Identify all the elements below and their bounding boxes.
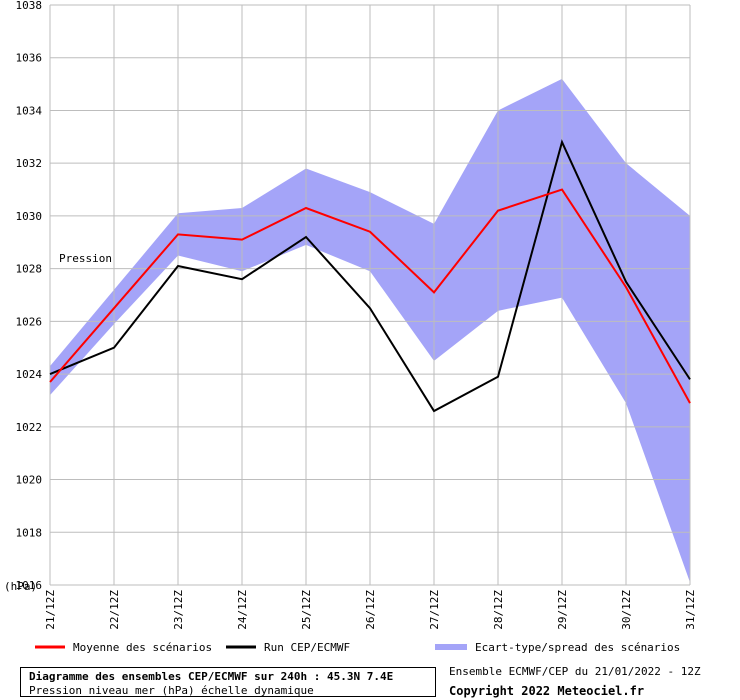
x-tick-label: 26/12Z <box>364 590 377 630</box>
x-tick-label: 22/12Z <box>108 590 121 630</box>
spread-band <box>50 78 690 583</box>
y-axis-label: (hPa) <box>4 580 37 593</box>
run-info: Ensemble ECMWF/CEP du 21/01/2022 - 12Z <box>449 665 701 678</box>
x-tick-label: 27/12Z <box>428 590 441 630</box>
y-tick-label: 1024 <box>16 368 43 381</box>
y-tick-label: 1032 <box>16 157 43 170</box>
y-tick-label: 1028 <box>16 263 43 276</box>
pressure-label: Pression <box>59 252 112 265</box>
run-line <box>49 139 691 413</box>
x-tick-label: 23/12Z <box>172 590 185 630</box>
chart-title: Diagramme des ensembles CEP/ECMWF sur 24… <box>29 670 394 683</box>
caption-box: Diagramme des ensembles CEP/ECMWF sur 24… <box>20 667 436 697</box>
legend-mean-swatch <box>35 645 65 649</box>
y-tick-label: 1036 <box>16 52 43 65</box>
y-tick-label: 1030 <box>16 210 43 223</box>
mean-line <box>49 188 691 404</box>
x-tick-label: 31/12Z <box>684 590 697 630</box>
legend-spread-label: Ecart-type/spread des scénarios <box>475 641 680 654</box>
y-tick-label: 1034 <box>16 104 43 117</box>
legend-run-swatch <box>226 645 256 649</box>
legend-mean-label: Moyenne des scénarios <box>73 641 212 654</box>
y-tick-label: 1038 <box>16 0 43 12</box>
chart: 1016 1018 1020 1022 1024 1026 1028 1030 1032 1034… <box>4 0 697 654</box>
x-tick-label: 28/12Z <box>492 590 505 630</box>
y-tick-label: 1018 <box>16 526 43 539</box>
x-tick-label: 24/12Z <box>236 590 249 630</box>
y-tick-label: 1022 <box>16 421 43 434</box>
y-tick-label: 1026 <box>16 315 43 328</box>
y-tick-label: 1020 <box>16 474 43 487</box>
y-tick-label: 1016 <box>16 579 43 592</box>
chart-subtitle: Pression niveau mer (hPa) échelle dynami… <box>29 684 314 697</box>
x-tick-label: 25/12Z <box>300 590 313 630</box>
legend-spread-swatch <box>435 644 467 650</box>
x-tick-label: 30/12Z <box>620 590 633 630</box>
legend-run-label: Run CEP/ECMWF <box>264 641 350 654</box>
x-tick-label: 29/12Z <box>556 590 569 630</box>
legend: Moyenne des scénarios Run CEP/ECMWF Ecart-… <box>35 641 680 654</box>
copyright: Copyright 2022 Meteociel.fr <box>449 684 645 698</box>
x-tick-label: 21/12Z <box>44 590 57 630</box>
